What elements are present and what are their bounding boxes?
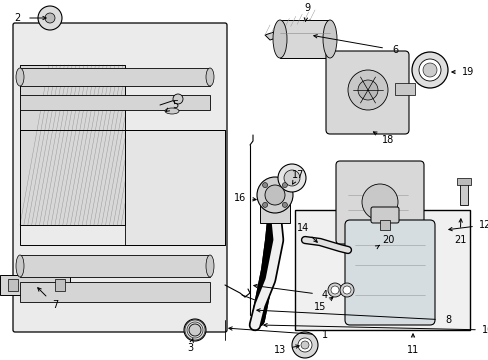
Text: 13: 13 <box>273 345 285 355</box>
Circle shape <box>411 52 447 88</box>
Bar <box>20 255 209 277</box>
Circle shape <box>422 63 436 77</box>
Text: 16: 16 <box>233 193 245 203</box>
Text: 12: 12 <box>478 220 488 230</box>
Text: 14: 14 <box>296 223 308 233</box>
Bar <box>260 195 289 223</box>
Bar <box>0 275 70 295</box>
Circle shape <box>264 185 285 205</box>
Ellipse shape <box>323 20 336 58</box>
Circle shape <box>339 283 353 297</box>
Bar <box>20 65 125 225</box>
Circle shape <box>45 13 55 23</box>
Text: 3: 3 <box>186 343 193 353</box>
Text: 9: 9 <box>304 3 309 13</box>
Polygon shape <box>264 20 314 40</box>
Bar <box>280 20 329 58</box>
Text: 4: 4 <box>321 290 327 300</box>
Ellipse shape <box>16 255 24 277</box>
Text: 2: 2 <box>14 13 20 23</box>
Circle shape <box>347 70 387 110</box>
Ellipse shape <box>205 68 214 86</box>
Circle shape <box>327 283 341 297</box>
Bar <box>20 130 224 245</box>
Bar <box>459 180 467 205</box>
Circle shape <box>38 6 62 30</box>
Circle shape <box>330 286 338 294</box>
Bar <box>55 279 65 291</box>
Circle shape <box>262 202 267 207</box>
Circle shape <box>361 184 397 220</box>
Ellipse shape <box>272 20 286 58</box>
Text: 11: 11 <box>406 345 418 355</box>
Bar <box>20 65 125 225</box>
Text: 18: 18 <box>381 135 393 145</box>
Circle shape <box>173 94 183 104</box>
Bar <box>20 282 209 302</box>
Circle shape <box>278 164 305 192</box>
Bar <box>394 83 414 95</box>
Circle shape <box>257 177 292 213</box>
Bar <box>8 279 18 291</box>
Circle shape <box>418 59 440 81</box>
FancyBboxPatch shape <box>325 51 408 134</box>
FancyBboxPatch shape <box>335 161 423 244</box>
FancyBboxPatch shape <box>345 220 434 325</box>
Text: 10: 10 <box>481 325 488 335</box>
Circle shape <box>282 183 287 188</box>
Bar <box>125 130 224 245</box>
Text: 20: 20 <box>381 235 393 245</box>
FancyBboxPatch shape <box>370 207 398 223</box>
Text: 21: 21 <box>453 235 465 245</box>
Text: 17: 17 <box>291 170 304 180</box>
Bar <box>294 210 469 330</box>
Text: 8: 8 <box>444 315 450 325</box>
Ellipse shape <box>205 255 214 277</box>
Bar <box>20 68 209 86</box>
Ellipse shape <box>164 108 179 114</box>
Ellipse shape <box>16 68 24 86</box>
Circle shape <box>342 286 350 294</box>
Text: 19: 19 <box>461 67 473 77</box>
Circle shape <box>301 341 308 349</box>
Circle shape <box>357 80 377 100</box>
Circle shape <box>183 319 205 341</box>
Circle shape <box>189 324 201 336</box>
Bar <box>379 220 389 230</box>
Bar <box>20 95 209 110</box>
Text: 7: 7 <box>52 300 58 310</box>
Circle shape <box>262 183 267 188</box>
Circle shape <box>282 202 287 207</box>
Circle shape <box>297 338 311 352</box>
Circle shape <box>291 332 317 358</box>
FancyBboxPatch shape <box>13 23 226 332</box>
Circle shape <box>284 170 299 186</box>
Text: 6: 6 <box>391 45 397 55</box>
Text: 5: 5 <box>171 100 178 110</box>
Text: 1: 1 <box>321 330 327 340</box>
Text: 15: 15 <box>313 302 325 312</box>
Bar <box>456 178 470 185</box>
